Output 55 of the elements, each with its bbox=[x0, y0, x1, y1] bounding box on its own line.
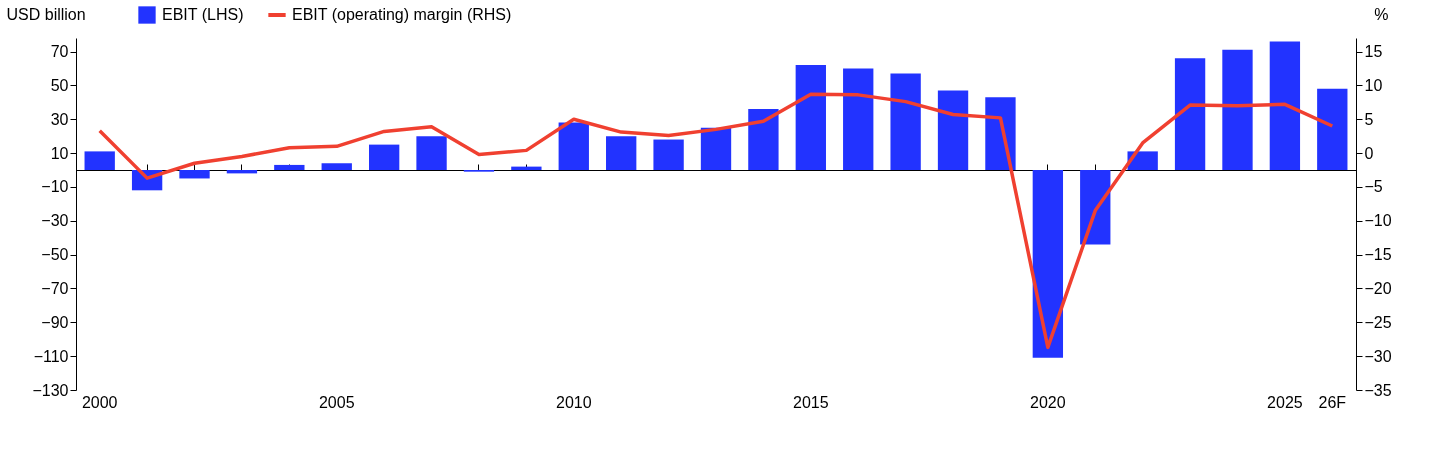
bar bbox=[1222, 49, 1253, 170]
bar bbox=[321, 163, 352, 170]
bar bbox=[511, 166, 542, 170]
y2-tick-label: −10 bbox=[1364, 212, 1392, 230]
bar bbox=[843, 68, 874, 170]
line-series bbox=[97, 92, 1335, 350]
y-tick-label: −70 bbox=[41, 279, 69, 297]
x-tick-label: 2025 bbox=[1267, 393, 1303, 411]
bar bbox=[1317, 88, 1348, 170]
y-tick-label: −130 bbox=[32, 381, 69, 399]
bar bbox=[653, 139, 684, 170]
y2-tick-label: 5 bbox=[1364, 110, 1374, 128]
y2-tick-label: 0 bbox=[1364, 144, 1374, 162]
legend-label: EBIT (operating) margin (RHS) bbox=[292, 6, 512, 23]
y-axis-title: USD billion bbox=[6, 5, 86, 23]
y-tick-label: −50 bbox=[41, 246, 69, 264]
y-tick-label: 70 bbox=[50, 43, 69, 61]
x-tick-label: 2005 bbox=[318, 393, 355, 411]
bar bbox=[748, 109, 779, 170]
x-tick-label: 2015 bbox=[793, 393, 829, 411]
y-tick-label: −90 bbox=[41, 313, 69, 331]
y2-axis-title: % bbox=[1374, 5, 1389, 23]
y2-tick-label: −30 bbox=[1364, 347, 1392, 365]
y2-tick-label: 10 bbox=[1364, 76, 1383, 94]
y2-tick-label: −20 bbox=[1364, 279, 1392, 297]
y-tick-label: 50 bbox=[50, 76, 69, 94]
x-tick-label: 2010 bbox=[555, 393, 592, 411]
y2-tick-label: 15 bbox=[1364, 43, 1383, 61]
y-tick-label: −110 bbox=[33, 347, 69, 365]
bar bbox=[179, 170, 210, 179]
y-tick-label: 30 bbox=[50, 110, 69, 128]
legend-label: EBIT (LHS) bbox=[162, 6, 244, 23]
bar bbox=[795, 65, 826, 170]
bar bbox=[1032, 170, 1064, 358]
x-tick-label: 2000 bbox=[81, 393, 118, 411]
bar bbox=[84, 151, 115, 170]
y2-tick-label: −25 bbox=[1364, 313, 1392, 331]
y2-tick-label: −35 bbox=[1364, 381, 1392, 399]
bar bbox=[1269, 41, 1301, 170]
bar bbox=[1174, 58, 1206, 170]
bar bbox=[558, 122, 589, 170]
bar bbox=[606, 136, 637, 170]
bar bbox=[274, 164, 305, 170]
y-tick-label: 10 bbox=[50, 144, 69, 162]
bar bbox=[416, 136, 447, 170]
bar bbox=[368, 144, 400, 170]
y-tick-label: −10 bbox=[41, 178, 69, 196]
x-tick-label: 26F bbox=[1318, 393, 1347, 411]
y2-tick-label: −15 bbox=[1364, 246, 1392, 264]
bar bbox=[700, 127, 732, 170]
y2-tick-label: −5 bbox=[1364, 178, 1383, 196]
bar bbox=[890, 73, 921, 170]
x-tick-label: 2020 bbox=[1030, 393, 1066, 411]
bar bbox=[937, 90, 969, 170]
y-tick-label: −30 bbox=[41, 212, 69, 230]
